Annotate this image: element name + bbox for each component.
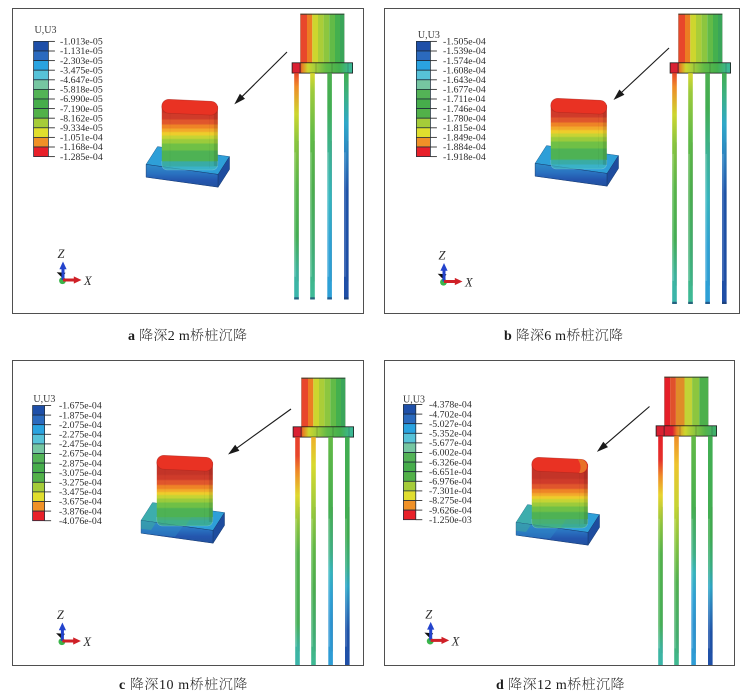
svg-text:-1.875e-04: -1.875e-04: [59, 410, 102, 421]
svg-text:Z: Z: [58, 247, 66, 261]
svg-text:-3.876e-04: -3.876e-04: [59, 506, 102, 517]
svg-text:-9.626e-04: -9.626e-04: [429, 505, 472, 516]
svg-text:-1.131e-05: -1.131e-05: [60, 46, 103, 57]
svg-text:-6.002e-04: -6.002e-04: [429, 448, 472, 459]
svg-text:-1.918e-04: -1.918e-04: [443, 152, 486, 163]
svg-text:-6.976e-04: -6.976e-04: [429, 477, 472, 488]
svg-text:-4.378e-04: -4.378e-04: [429, 400, 472, 411]
svg-text:1: 1: [537, 678, 544, 693]
svg-text:-1.849e-04: -1.849e-04: [443, 133, 486, 144]
svg-text:-2.875e-04: -2.875e-04: [59, 458, 102, 469]
svg-text:-1.168e-04: -1.168e-04: [60, 142, 103, 153]
svg-text:-5.027e-04: -5.027e-04: [429, 419, 472, 430]
svg-text:U,U3: U,U3: [35, 25, 57, 36]
svg-text:-1.608e-04: -1.608e-04: [443, 65, 486, 76]
svg-text:6: 6: [544, 329, 551, 344]
svg-text:-5.818e-05: -5.818e-05: [60, 85, 103, 96]
svg-text:-2.675e-04: -2.675e-04: [59, 449, 102, 460]
svg-text:-8.162e-05: -8.162e-05: [60, 113, 103, 124]
svg-text:-1.539e-04: -1.539e-04: [443, 46, 486, 57]
svg-text:m: m: [179, 329, 190, 344]
svg-text:-5.352e-04: -5.352e-04: [429, 429, 472, 440]
svg-text:-4.702e-04: -4.702e-04: [429, 409, 472, 420]
svg-text:-3.075e-04: -3.075e-04: [59, 468, 102, 479]
svg-text:-1.675e-04: -1.675e-04: [59, 401, 102, 412]
svg-text:-1.051e-04: -1.051e-04: [60, 133, 103, 144]
svg-text:m: m: [178, 678, 189, 693]
svg-text:-8.275e-04: -8.275e-04: [429, 496, 472, 507]
svg-text:m: m: [555, 678, 566, 693]
svg-text:-1.780e-04: -1.780e-04: [443, 113, 486, 124]
svg-text:0: 0: [166, 678, 173, 693]
svg-text:-1.285e-04: -1.285e-04: [60, 152, 103, 163]
svg-text:-4.076e-04: -4.076e-04: [59, 516, 102, 527]
svg-text:-3.675e-04: -3.675e-04: [59, 497, 102, 508]
svg-text:U,U3: U,U3: [33, 394, 55, 405]
svg-text:-6.326e-04: -6.326e-04: [429, 457, 472, 468]
svg-text:-1.250e-03: -1.250e-03: [429, 515, 472, 526]
svg-text:-2.275e-04: -2.275e-04: [59, 430, 102, 441]
svg-text:-1.884e-04: -1.884e-04: [443, 142, 486, 153]
svg-text:-1.013e-05: -1.013e-05: [60, 37, 103, 48]
svg-text:2: 2: [544, 678, 551, 693]
svg-text:X: X: [82, 635, 92, 649]
svg-text:-1.711e-04: -1.711e-04: [443, 94, 485, 105]
svg-text:Z: Z: [425, 607, 433, 621]
svg-text:a: a: [128, 329, 135, 344]
svg-text:-1.643e-04: -1.643e-04: [443, 75, 486, 86]
svg-text:-3.475e-04: -3.475e-04: [59, 487, 102, 498]
svg-text:-2.303e-05: -2.303e-05: [60, 56, 103, 67]
svg-text:X: X: [464, 276, 474, 290]
svg-text:-3.475e-05: -3.475e-05: [60, 65, 103, 76]
svg-text:-6.990e-05: -6.990e-05: [60, 94, 103, 105]
svg-text:X: X: [451, 634, 461, 648]
svg-text:-1.505e-04: -1.505e-04: [443, 37, 486, 48]
svg-text:X: X: [83, 274, 93, 288]
svg-text:Z: Z: [439, 249, 447, 263]
svg-text:-2.475e-04: -2.475e-04: [59, 439, 102, 450]
svg-text:b: b: [504, 329, 512, 344]
svg-text:c: c: [119, 678, 125, 693]
svg-text:m: m: [555, 329, 566, 344]
svg-text:-1.574e-04: -1.574e-04: [443, 56, 486, 67]
svg-text:-1.746e-04: -1.746e-04: [443, 104, 486, 115]
svg-text:d: d: [496, 678, 504, 693]
svg-text:-7.190e-05: -7.190e-05: [60, 104, 103, 115]
svg-text:-1.815e-04: -1.815e-04: [443, 123, 486, 134]
svg-text:-2.075e-04: -2.075e-04: [59, 420, 102, 431]
svg-text:-5.677e-04: -5.677e-04: [429, 438, 472, 449]
svg-text:-1.677e-04: -1.677e-04: [443, 85, 486, 96]
svg-text:U,U3: U,U3: [403, 394, 425, 405]
svg-text:-4.647e-05: -4.647e-05: [60, 75, 103, 86]
svg-text:U,U3: U,U3: [418, 30, 440, 41]
svg-text:-9.334e-05: -9.334e-05: [60, 123, 103, 134]
svg-text:-3.275e-04: -3.275e-04: [59, 478, 102, 489]
svg-text:-6.651e-04: -6.651e-04: [429, 467, 472, 478]
svg-text:-7.301e-04: -7.301e-04: [429, 486, 472, 497]
svg-text:Z: Z: [57, 608, 65, 622]
svg-text:1: 1: [159, 678, 166, 693]
svg-text:2: 2: [168, 329, 175, 344]
